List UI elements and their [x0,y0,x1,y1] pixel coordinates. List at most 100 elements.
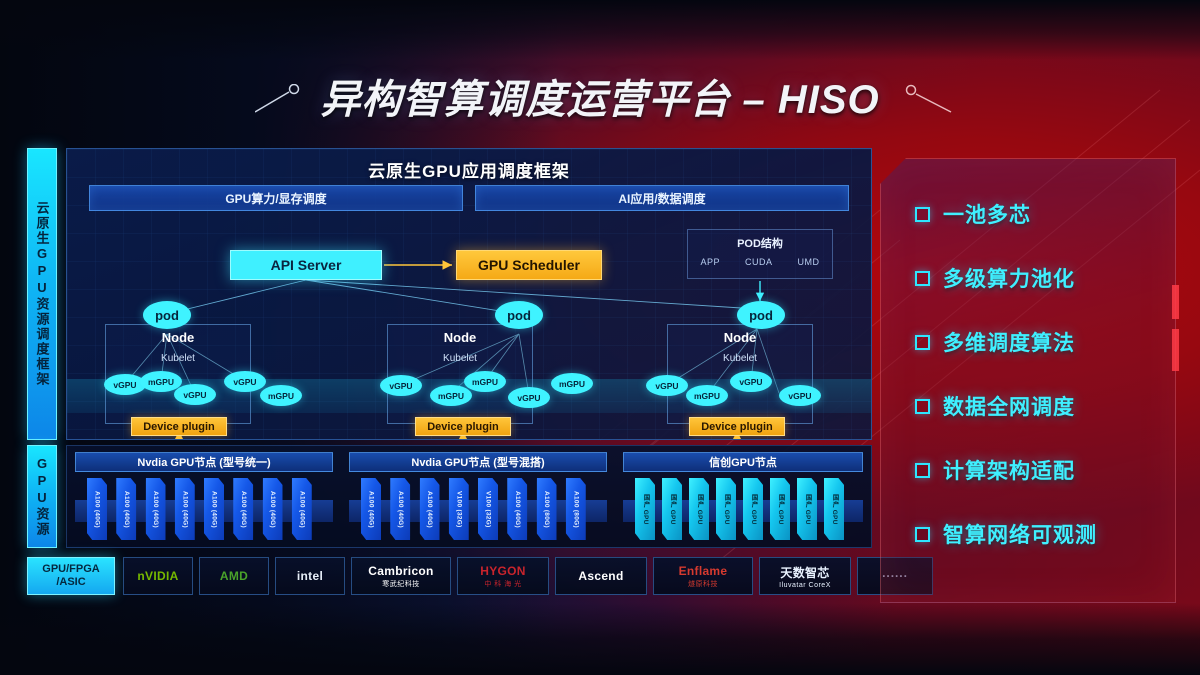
gpu-card-1-8[interactable]: A100 (40G) [291,478,312,540]
gpu-ellipse-3-2[interactable]: mGPU [686,385,728,406]
device-plugin-3[interactable]: Device plugin [689,417,785,436]
gpu-card-label: 国产 GPU [831,493,838,525]
vendor-cell-iluvatar-logo[interactable]: 天数智芯 Iluvatar CoreX [759,557,851,595]
feature-item-3[interactable]: 多维调度算法 [915,323,1165,361]
pod-ellipse-2[interactable]: pod [495,301,543,329]
vendor-strip-label: GPU/FPGA /ASIC [27,557,115,595]
gpu-card-3-2[interactable]: 国产 GPU [662,478,682,540]
pill-ai-application[interactable]: AI应用/数据调度 [475,185,849,211]
pill-gpu-compute[interactable]: GPU算力/显存调度 [89,185,463,211]
gpu-card-2-8[interactable]: A100 (80G) [565,478,586,540]
title-right-decoration [905,84,952,113]
vendor-cell-ascend-logo[interactable]: Ascend [555,557,647,595]
gpu-ellipse-2-2[interactable]: mGPU [430,385,472,406]
feature-label: 数据全网调度 [943,396,1075,419]
gpu-ellipse-2-4[interactable]: vGPU [508,387,550,408]
gpu-card-1-1[interactable]: A100 (40G) [87,478,107,540]
checkbox-square-icon[interactable] [915,335,930,350]
device-plugin-2[interactable]: Device plugin [415,417,511,436]
gpu-card-label: A100 (80G) [572,490,580,528]
pod-ellipse-3[interactable]: pod [737,301,785,329]
gpu-card-2-7[interactable]: A100 (80G) [536,478,557,540]
vendor-cell-nvidia-logo[interactable]: nVIDIA [123,557,193,595]
gpu-card-label: A100 (40G) [269,490,276,528]
vendor-strip-label-line1: GPU/FPGA [42,563,100,576]
gpu-card-label: A100 (40G) [396,490,404,528]
gpu-ellipse-2-1[interactable]: vGPU [380,375,422,396]
gpu-ellipse-1-4[interactable]: vGPU [224,371,266,392]
api-server-node[interactable]: API Server [230,250,382,280]
vendor-cell-intel-logo[interactable]: intel [275,557,345,595]
gpu-bank-header-1[interactable]: Nvdia GPU节点 (型号统一) [75,452,333,472]
vendor-cell-hygon-logo[interactable]: HYGON 中 科 海 光 [457,557,549,595]
gpu-card-2-1[interactable]: A100 (40G) [361,478,381,540]
vendor-cell-more-dots-icon[interactable]: ······ [857,557,933,595]
gpu-card-3-1[interactable]: 国产 GPU [635,478,655,540]
gpu-card-3-8[interactable]: 国产 GPU [824,478,844,540]
sidebar-label-gpu-resource-text: GPU资源 [34,456,50,537]
checkbox-square-icon[interactable] [915,527,930,542]
device-plugin-1[interactable]: Device plugin [131,417,227,436]
gpu-card-1-5[interactable]: A100 (40G) [204,478,224,540]
gpu-card-label: A100 (40G) [367,490,375,528]
gpu-card-1-6[interactable]: A100 (40G) [233,478,254,540]
checkbox-square-icon[interactable] [915,207,930,222]
gpu-ellipse-2-3[interactable]: mGPU [464,371,506,392]
gpu-ellipse-3-4[interactable]: vGPU [779,385,821,406]
gpu-bank-header-3[interactable]: 信创GPU节点 [623,452,863,472]
gpu-card-label: A100 (40G) [426,490,433,528]
feature-item-6[interactable]: 智算网络可观测 [915,515,1165,553]
gpu-card-2-5[interactable]: V100 (32G) [478,478,498,540]
gpu-card-1-4[interactable]: A100 (40G) [174,478,195,540]
sidebar-label-framework: 云原生GPU资源调度框架 [27,148,57,440]
checkbox-square-icon[interactable] [915,399,930,414]
gpu-card-3-5[interactable]: 国产 GPU [743,478,763,540]
feature-item-5[interactable]: 计算架构适配 [915,451,1165,489]
gpu-card-1-7[interactable]: A100 (40G) [262,478,283,540]
gpu-card-3-7[interactable]: 国产 GPU [797,478,817,540]
gpu-card-2-2[interactable]: A100 (40G) [390,478,411,540]
gpu-bank-header-2[interactable]: Nvdia GPU节点 (型号混搭) [349,452,607,472]
vendor-sublabel: 燧原科技 [688,580,718,588]
gpu-card-label: A100 (40G) [513,490,521,528]
pod-ellipse-1[interactable]: pod [143,301,191,329]
gpu-card-label: A100 (40G) [152,490,159,528]
gpu-ellipse-3-1[interactable]: vGPU [646,375,688,396]
vendor-cell-cambricon-logo[interactable]: Cambricon 寒武纪科技 [351,557,451,595]
gpu-card-1-3[interactable]: A100 (40G) [145,478,166,540]
background-top-fade [0,0,1200,60]
gpu-card-label: A100 (40G) [122,490,130,528]
vendor-cell-amd-logo[interactable]: AMD [199,557,269,595]
cambricon-logo: Cambricon [368,563,434,578]
gpu-ellipse-1-5[interactable]: mGPU [260,385,302,406]
gpu-card-2-3[interactable]: A100 (40G) [419,478,440,540]
gpu-ellipse-1-1[interactable]: vGPU [104,374,146,395]
vendor-sublabel: 中 科 海 光 [484,580,522,588]
sidebar-label-gpu-resource: GPU资源 [27,445,57,548]
gpu-card-3-3[interactable]: 国产 GPU [689,478,709,540]
pod-structure-box: POD结构 APP CUDA UMD [687,229,833,279]
more-dots-icon: ······ [882,569,908,583]
gpu-card-bank-1: A100 (40G) A100 (40G) A100 (40G) A100 (40G)… [75,478,333,542]
gpu-card-2-4[interactable]: V100 (32G) [448,478,469,540]
framework-panel: 云原生GPU应用调度框架 GPU算力/显存调度 AI应用/数据调度 [66,148,872,440]
gpu-ellipse-1-3[interactable]: vGPU [174,384,216,405]
gpu-ellipse-1-2[interactable]: mGPU [140,371,182,392]
gpu-scheduler-node[interactable]: GPU Scheduler [456,250,602,280]
gpu-card-1-2[interactable]: A100 (40G) [116,478,137,540]
node-kubelet-3: Kubelet [723,353,757,364]
gpu-ellipse-2-5[interactable]: mGPU [551,373,593,394]
feature-item-2[interactable]: 多级算力池化 [915,259,1165,297]
gpu-ellipse-3-3[interactable]: vGPU [730,371,772,392]
gpu-card-label: A100 (40G) [298,490,306,528]
gpu-card-3-4[interactable]: 国产 GPU [716,478,736,540]
gpu-card-3-6[interactable]: 国产 GPU [770,478,790,540]
page-title: 异构智算调度运营平台 – HISO [320,78,880,122]
feature-item-1[interactable]: 一池多芯 [915,195,1165,233]
vendor-cell-enflame-logo[interactable]: Enflame 燧原科技 [653,557,753,595]
checkbox-square-icon[interactable] [915,463,930,478]
feature-item-4[interactable]: 数据全网调度 [915,387,1165,425]
gpu-card-2-6[interactable]: A100 (40G) [507,478,528,540]
checkbox-square-icon[interactable] [915,271,930,286]
ascend-logo: Ascend [578,569,624,583]
